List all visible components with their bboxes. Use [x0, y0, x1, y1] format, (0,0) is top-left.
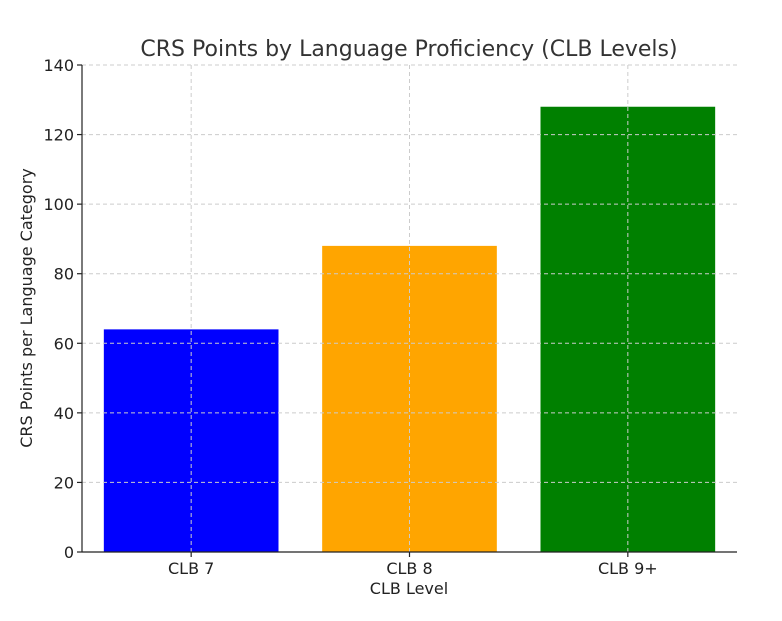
y-tick-label: 40	[54, 404, 74, 423]
y-tick-label: 140	[43, 56, 74, 75]
x-ticks: CLB 7 CLB 8 CLB 9+	[168, 552, 658, 578]
x-tick-label: CLB 8	[386, 559, 432, 578]
x-tick-label: CLB 7	[168, 559, 214, 578]
y-axis-label: CRS Points per Language Category	[17, 168, 36, 447]
y-tick-label: 0	[64, 543, 74, 562]
y-ticks: 0 20 40 60 80 100 120 140	[43, 56, 82, 562]
x-axis-label: CLB Level	[370, 579, 448, 598]
chart-title: CRS Points by Language Proficiency (CLB …	[140, 37, 677, 62]
y-tick-label: 60	[54, 334, 74, 353]
x-tick-label: CLB 9+	[598, 559, 658, 578]
y-tick-label: 120	[43, 126, 74, 145]
y-tick-label: 20	[54, 473, 74, 492]
y-tick-label: 80	[54, 265, 74, 284]
bars	[103, 106, 716, 552]
y-tick-label: 100	[43, 195, 74, 214]
